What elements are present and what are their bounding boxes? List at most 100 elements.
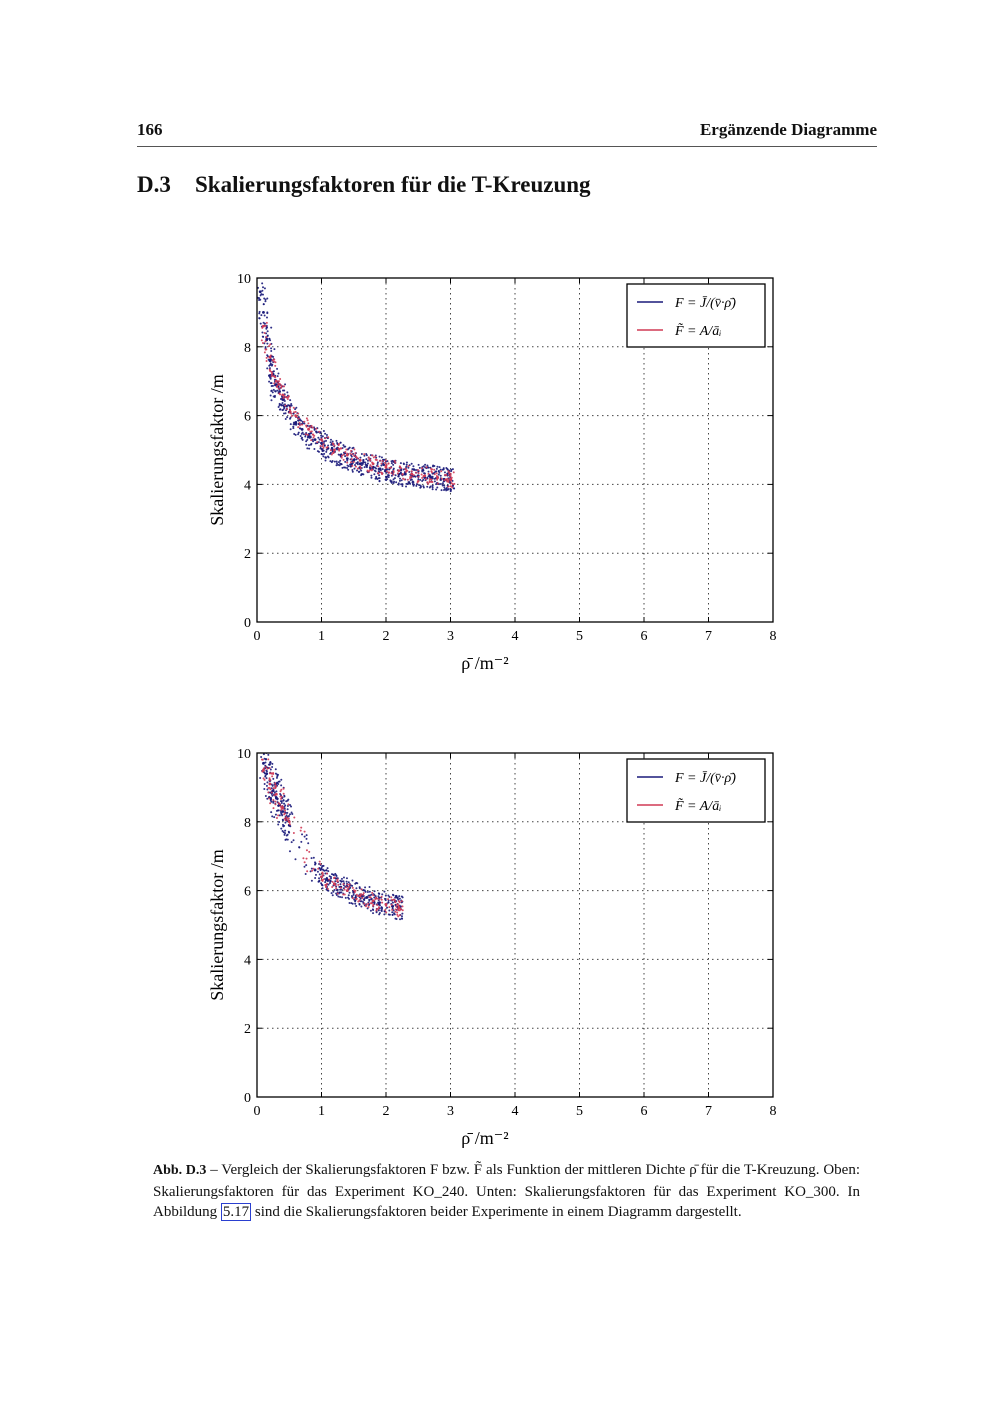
- data-point: [410, 478, 413, 481]
- data-point: [443, 484, 446, 487]
- data-point: [266, 330, 269, 333]
- data-point: [265, 359, 268, 362]
- data-point: [297, 419, 300, 422]
- data-point: [368, 898, 371, 901]
- data-point: [322, 446, 325, 449]
- data-point: [335, 439, 338, 442]
- data-point: [346, 461, 349, 464]
- data-point: [270, 326, 273, 329]
- data-point: [362, 888, 365, 891]
- data-point: [280, 784, 283, 787]
- data-point: [378, 455, 381, 458]
- data-point: [305, 857, 308, 860]
- data-point: [268, 778, 271, 781]
- data-point: [360, 473, 363, 476]
- data-point: [400, 483, 403, 486]
- data-point: [262, 286, 265, 289]
- data-point: [353, 458, 356, 461]
- data-point: [272, 801, 275, 804]
- data-point: [431, 484, 434, 487]
- data-point: [407, 466, 410, 469]
- data-point: [359, 456, 362, 459]
- data-point: [284, 819, 287, 822]
- data-point: [345, 453, 349, 457]
- data-point: [264, 340, 267, 343]
- data-point: [376, 461, 379, 464]
- data-point: [305, 837, 308, 840]
- data-point: [347, 447, 350, 450]
- data-point: [294, 408, 297, 411]
- data-point: [305, 864, 308, 867]
- data-point: [324, 459, 327, 462]
- data-point: [305, 417, 308, 420]
- data-point: [392, 912, 395, 915]
- data-point: [346, 466, 349, 469]
- data-point: [309, 426, 312, 429]
- data-point: [266, 797, 269, 800]
- data-point: [344, 896, 347, 899]
- data-point: [344, 460, 347, 463]
- data-point: [364, 890, 367, 893]
- data-point: [365, 896, 369, 899]
- data-point: [284, 829, 287, 832]
- data-point: [436, 482, 439, 485]
- data-point: [362, 461, 365, 464]
- data-point: [376, 462, 379, 465]
- data-point: [310, 857, 313, 860]
- data-point: [387, 898, 390, 901]
- data-point: [345, 457, 349, 460]
- data-point: [359, 897, 362, 900]
- x-tick-label: 2: [383, 1104, 390, 1119]
- data-point: [305, 849, 308, 852]
- data-point: [335, 464, 338, 467]
- y-tick-label: 2: [244, 1022, 251, 1037]
- data-point: [371, 891, 374, 894]
- data-point: [282, 792, 285, 795]
- data-point: [310, 879, 313, 882]
- data-point: [368, 886, 371, 889]
- data-point: [355, 456, 358, 459]
- data-point: [274, 390, 277, 393]
- data-point: [358, 899, 361, 902]
- data-point: [307, 842, 310, 845]
- data-point: [355, 887, 358, 890]
- data-point: [260, 314, 263, 317]
- data-point: [444, 478, 447, 481]
- data-point: [297, 433, 300, 436]
- data-point: [415, 484, 418, 487]
- data-point: [304, 435, 307, 438]
- data-point: [321, 887, 324, 890]
- data-point: [274, 379, 278, 383]
- data-point: [369, 902, 372, 905]
- figure-reference-link[interactable]: 5.17: [220, 1203, 252, 1221]
- data-point: [274, 383, 277, 386]
- data-point: [356, 467, 359, 470]
- data-point: [283, 805, 286, 808]
- data-point: [373, 473, 376, 476]
- data-point: [393, 459, 396, 462]
- data-point: [318, 873, 321, 876]
- data-point: [333, 888, 336, 891]
- data-point: [338, 464, 341, 467]
- data-point: [272, 355, 275, 358]
- data-point: [367, 456, 370, 459]
- data-point: [266, 767, 269, 770]
- data-point: [360, 469, 363, 472]
- data-point: [276, 385, 279, 388]
- section-number: D.3: [137, 172, 171, 197]
- data-point: [396, 903, 399, 906]
- data-point: [310, 424, 313, 427]
- data-point: [358, 894, 362, 898]
- data-point: [354, 902, 357, 905]
- data-point: [286, 799, 289, 802]
- data-point: [439, 468, 442, 471]
- data-point: [428, 486, 431, 489]
- data-point: [433, 473, 436, 476]
- data-point: [365, 454, 368, 457]
- data-point: [298, 421, 301, 424]
- data-point: [319, 868, 322, 871]
- data-point: [263, 757, 266, 760]
- data-point: [336, 462, 339, 465]
- data-point: [338, 891, 341, 894]
- data-point: [360, 905, 363, 908]
